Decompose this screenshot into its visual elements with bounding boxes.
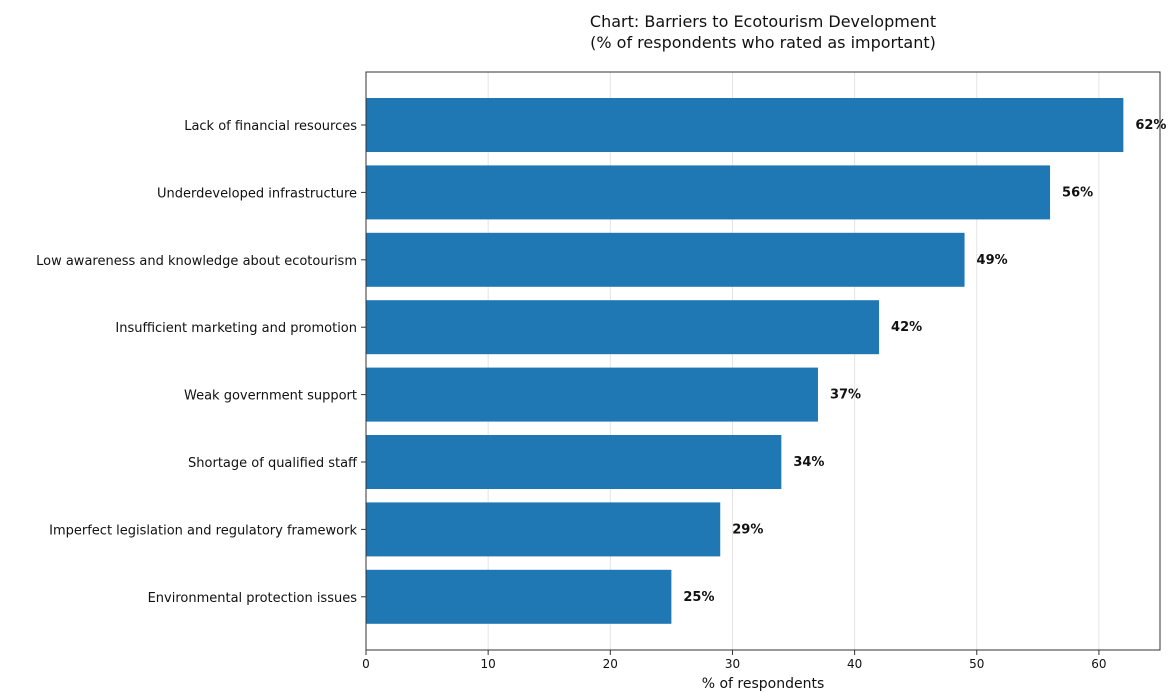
chart-subtitle: (% of respondents who rated as important…	[590, 33, 936, 52]
bar	[366, 569, 672, 624]
bar	[366, 502, 721, 557]
category-label: Environmental protection issues	[148, 591, 358, 606]
bars	[366, 98, 1124, 624]
category-labels: Lack of financial resources Underdevelope…	[36, 119, 366, 606]
bar	[366, 165, 1051, 220]
x-tick-label: 30	[725, 657, 740, 671]
category-label: Low awareness and knowledge about ecotou…	[36, 254, 357, 269]
x-tick-label: 10	[481, 657, 496, 671]
category-label: Imperfect legislation and regulatory fra…	[49, 523, 357, 538]
bar-value-label: 29%	[732, 522, 763, 537]
x-axis-title: % of respondents	[702, 676, 825, 692]
bar	[366, 300, 880, 355]
bar-value-label: 49%	[977, 253, 1008, 268]
x-tick-label: 60	[1091, 657, 1106, 671]
x-tick-label: 50	[969, 657, 984, 671]
bar-value-label: 56%	[1062, 185, 1093, 200]
x-axis-ticks: 0 10 20 30 40 50 60	[362, 650, 1107, 671]
bar	[366, 232, 965, 287]
x-tick-label: 40	[847, 657, 862, 671]
bar	[366, 435, 782, 489]
x-tick-label: 0	[362, 657, 370, 671]
chart-title: Chart: Barriers to Ecotourism Developmen…	[590, 12, 936, 31]
bar-value-label: 42%	[891, 320, 922, 335]
category-label: Insufficient marketing and promotion	[115, 321, 357, 336]
bar	[366, 367, 818, 422]
bar-value-label: 34%	[793, 455, 824, 470]
category-label: Weak government support	[184, 389, 357, 404]
bar-value-label: 62%	[1135, 118, 1166, 133]
bar-value-label: 37%	[830, 388, 861, 403]
value-labels: 62% 56% 49% 42% 37% 34% 29% 25%	[683, 118, 1166, 605]
bar-value-label: 25%	[683, 590, 714, 605]
x-tick-label: 20	[603, 657, 618, 671]
category-label: Shortage of qualified staff	[188, 456, 358, 471]
category-label: Lack of financial resources	[184, 119, 357, 134]
plot-frame	[365, 71, 1161, 651]
bar	[366, 98, 1124, 152]
grid-lines	[365, 72, 1100, 650]
category-label: Underdeveloped infrastructure	[157, 186, 357, 201]
